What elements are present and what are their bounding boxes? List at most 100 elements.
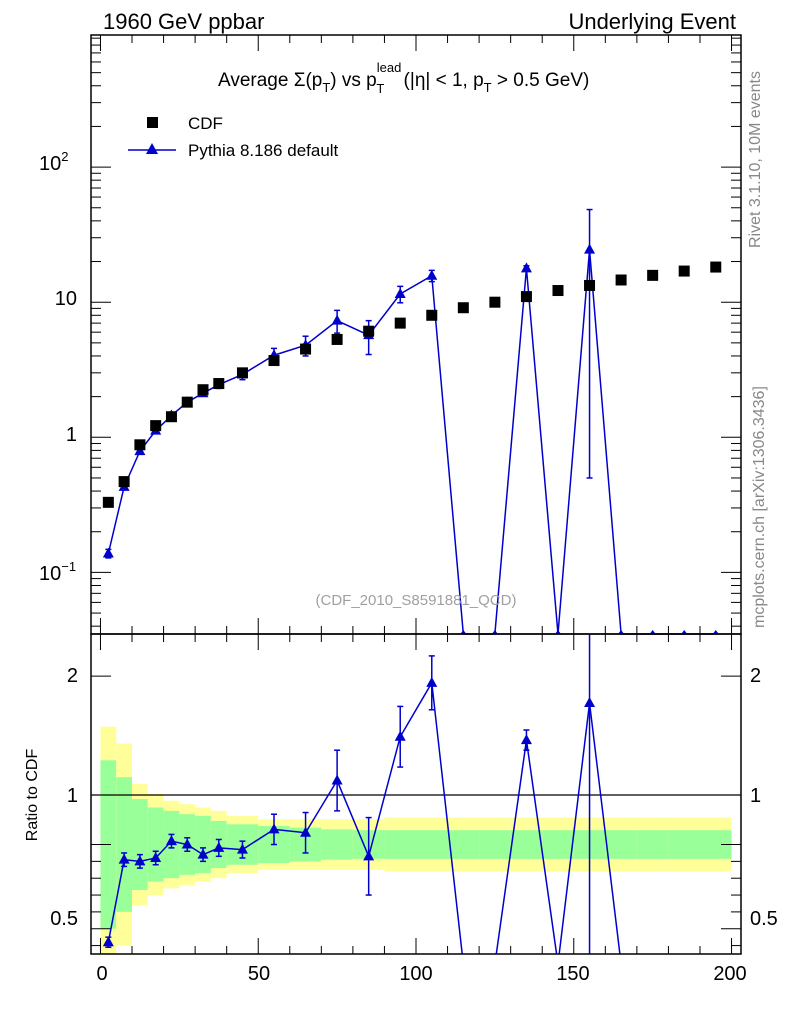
data-point: [165, 411, 177, 423]
analysis-id: (CDF_2010_S8591881_QCD): [316, 592, 517, 609]
ratio-ytick-label-1-left: 1: [67, 785, 78, 807]
data-point: [300, 343, 312, 355]
legend-mc-marker: [146, 143, 158, 154]
mc-point: [520, 262, 532, 273]
main-panel: 10−1 1 10 102 Average Σ(pT) vs plead T (|…: [39, 34, 742, 635]
data-point: [118, 476, 130, 488]
xtick-label-0: 0: [96, 963, 107, 985]
ratio-frame: [90, 633, 742, 955]
ratio-bands: [100, 726, 732, 954]
data-point: [710, 261, 722, 273]
ratio-band-inner: [447, 830, 480, 859]
ratio-band-inner: [668, 830, 700, 859]
xtick-label-200: 200: [713, 963, 746, 985]
ratio-ytick-label-2-left: 2: [67, 665, 78, 687]
ratio-mc-point: [197, 848, 209, 859]
mcplots-label: mcplots.cern.ch [arXiv:1306.3436]: [751, 386, 768, 628]
plot-title: Average Σ(pT) vs plead T (|η| < 1, pT > 0…: [218, 60, 589, 96]
main-ticks: [91, 35, 741, 634]
ratio-band-inner: [416, 830, 448, 859]
data-point: [268, 355, 280, 367]
ytick-label-1: 1: [66, 424, 77, 446]
ratio-mc-clipped: [102, 634, 621, 954]
ratio-panel: 0.5 1 2 0.5 1 2 Ratio to CDF 0 50 100 15…: [24, 633, 778, 985]
mc-point-offscale: [712, 630, 719, 634]
ratio-ytick-label-2-right: 2: [750, 665, 761, 687]
header-right: Underlying Event: [568, 9, 736, 34]
ratio-band-inner: [321, 829, 353, 860]
data-point: [552, 285, 564, 297]
ratio-mc-point: [150, 852, 162, 862]
ratio-band-inner: [510, 830, 543, 859]
main-mc-series: [102, 208, 719, 635]
ratio-ticks: [91, 634, 741, 954]
ratio-mc-point: [426, 676, 438, 687]
xtick-label-50: 50: [248, 963, 270, 985]
ratio-mc-point: [165, 835, 177, 846]
mc-point: [584, 243, 596, 254]
mc-point-offscale: [618, 630, 625, 634]
mc-point: [426, 269, 438, 280]
xtick-label-150: 150: [556, 963, 589, 985]
ytick-label-0.1: 10−1: [39, 559, 76, 585]
data-point: [213, 378, 225, 390]
data-point: [520, 291, 532, 303]
mc-point-offscale: [649, 630, 656, 634]
ratio-mc-point: [181, 838, 193, 849]
mc-point: [394, 287, 406, 298]
ratio-mc-point: [520, 734, 532, 745]
data-point: [489, 296, 501, 308]
rivet-label: Rivet 3.1.10, 10M events: [747, 71, 764, 248]
data-point: [150, 420, 162, 432]
ratio-band-inner: [147, 807, 164, 882]
ratio-mc-series: [102, 634, 621, 954]
data-point: [615, 274, 627, 286]
ratio-mc-point: [584, 697, 596, 708]
main-y-tick-labels: 10−1 1 10 102: [39, 149, 77, 585]
ytick-label-10: 10: [55, 288, 77, 310]
ratio-y-tick-labels: 0.5 1 2 0.5 1 2: [50, 665, 778, 930]
ratio-mc-point: [102, 936, 114, 947]
ratio-mc-point: [363, 850, 375, 861]
data-point: [647, 269, 659, 281]
x-tick-labels: 0 50 100 150 200: [96, 963, 746, 985]
data-point: [102, 496, 114, 508]
data-point: [331, 333, 343, 345]
data-point: [197, 384, 209, 396]
ratio-band-inner: [195, 815, 211, 874]
ratio-band-inner: [605, 830, 637, 859]
ratio-ytick-label-0.5-right: 0.5: [750, 908, 778, 930]
ratio-ytick-label-1-right: 1: [750, 785, 761, 807]
ratio-mc-point: [300, 826, 312, 837]
mc-line: [107, 249, 716, 635]
legend: CDF Pythia 8.186 default: [128, 114, 339, 160]
data-point: [181, 396, 193, 408]
mc-point-offscale: [460, 630, 467, 634]
data-point: [426, 309, 438, 321]
ratio-mc-point: [331, 774, 343, 785]
ratio-mc-point: [394, 730, 406, 741]
ratio-mc-point: [134, 855, 146, 866]
ratio-mc-point: [236, 843, 248, 854]
ratio-mc-point: [118, 853, 130, 864]
legend-data-marker: [147, 117, 158, 128]
mc-point-offscale: [681, 630, 688, 634]
legend-data-label: CDF: [188, 114, 223, 133]
mc-point: [331, 314, 343, 325]
ytick-label-100: 102: [39, 149, 68, 175]
data-point: [584, 279, 596, 291]
ratio-ylabel: Ratio to CDF: [24, 749, 41, 842]
mc-point-offscale: [554, 630, 561, 634]
ratio-band-inner: [384, 830, 416, 859]
ratio-mc-point: [213, 841, 225, 852]
data-point: [236, 367, 248, 379]
legend-mc-label: Pythia 8.186 default: [188, 141, 339, 160]
ratio-band-inner: [542, 830, 574, 859]
ratio-mc-point: [268, 823, 280, 834]
ratio-ytick-label-0.5-left: 0.5: [50, 908, 78, 930]
mc-point-offscale: [491, 630, 498, 634]
data-point: [678, 265, 690, 277]
data-point: [134, 439, 146, 451]
mc-point: [102, 547, 114, 558]
